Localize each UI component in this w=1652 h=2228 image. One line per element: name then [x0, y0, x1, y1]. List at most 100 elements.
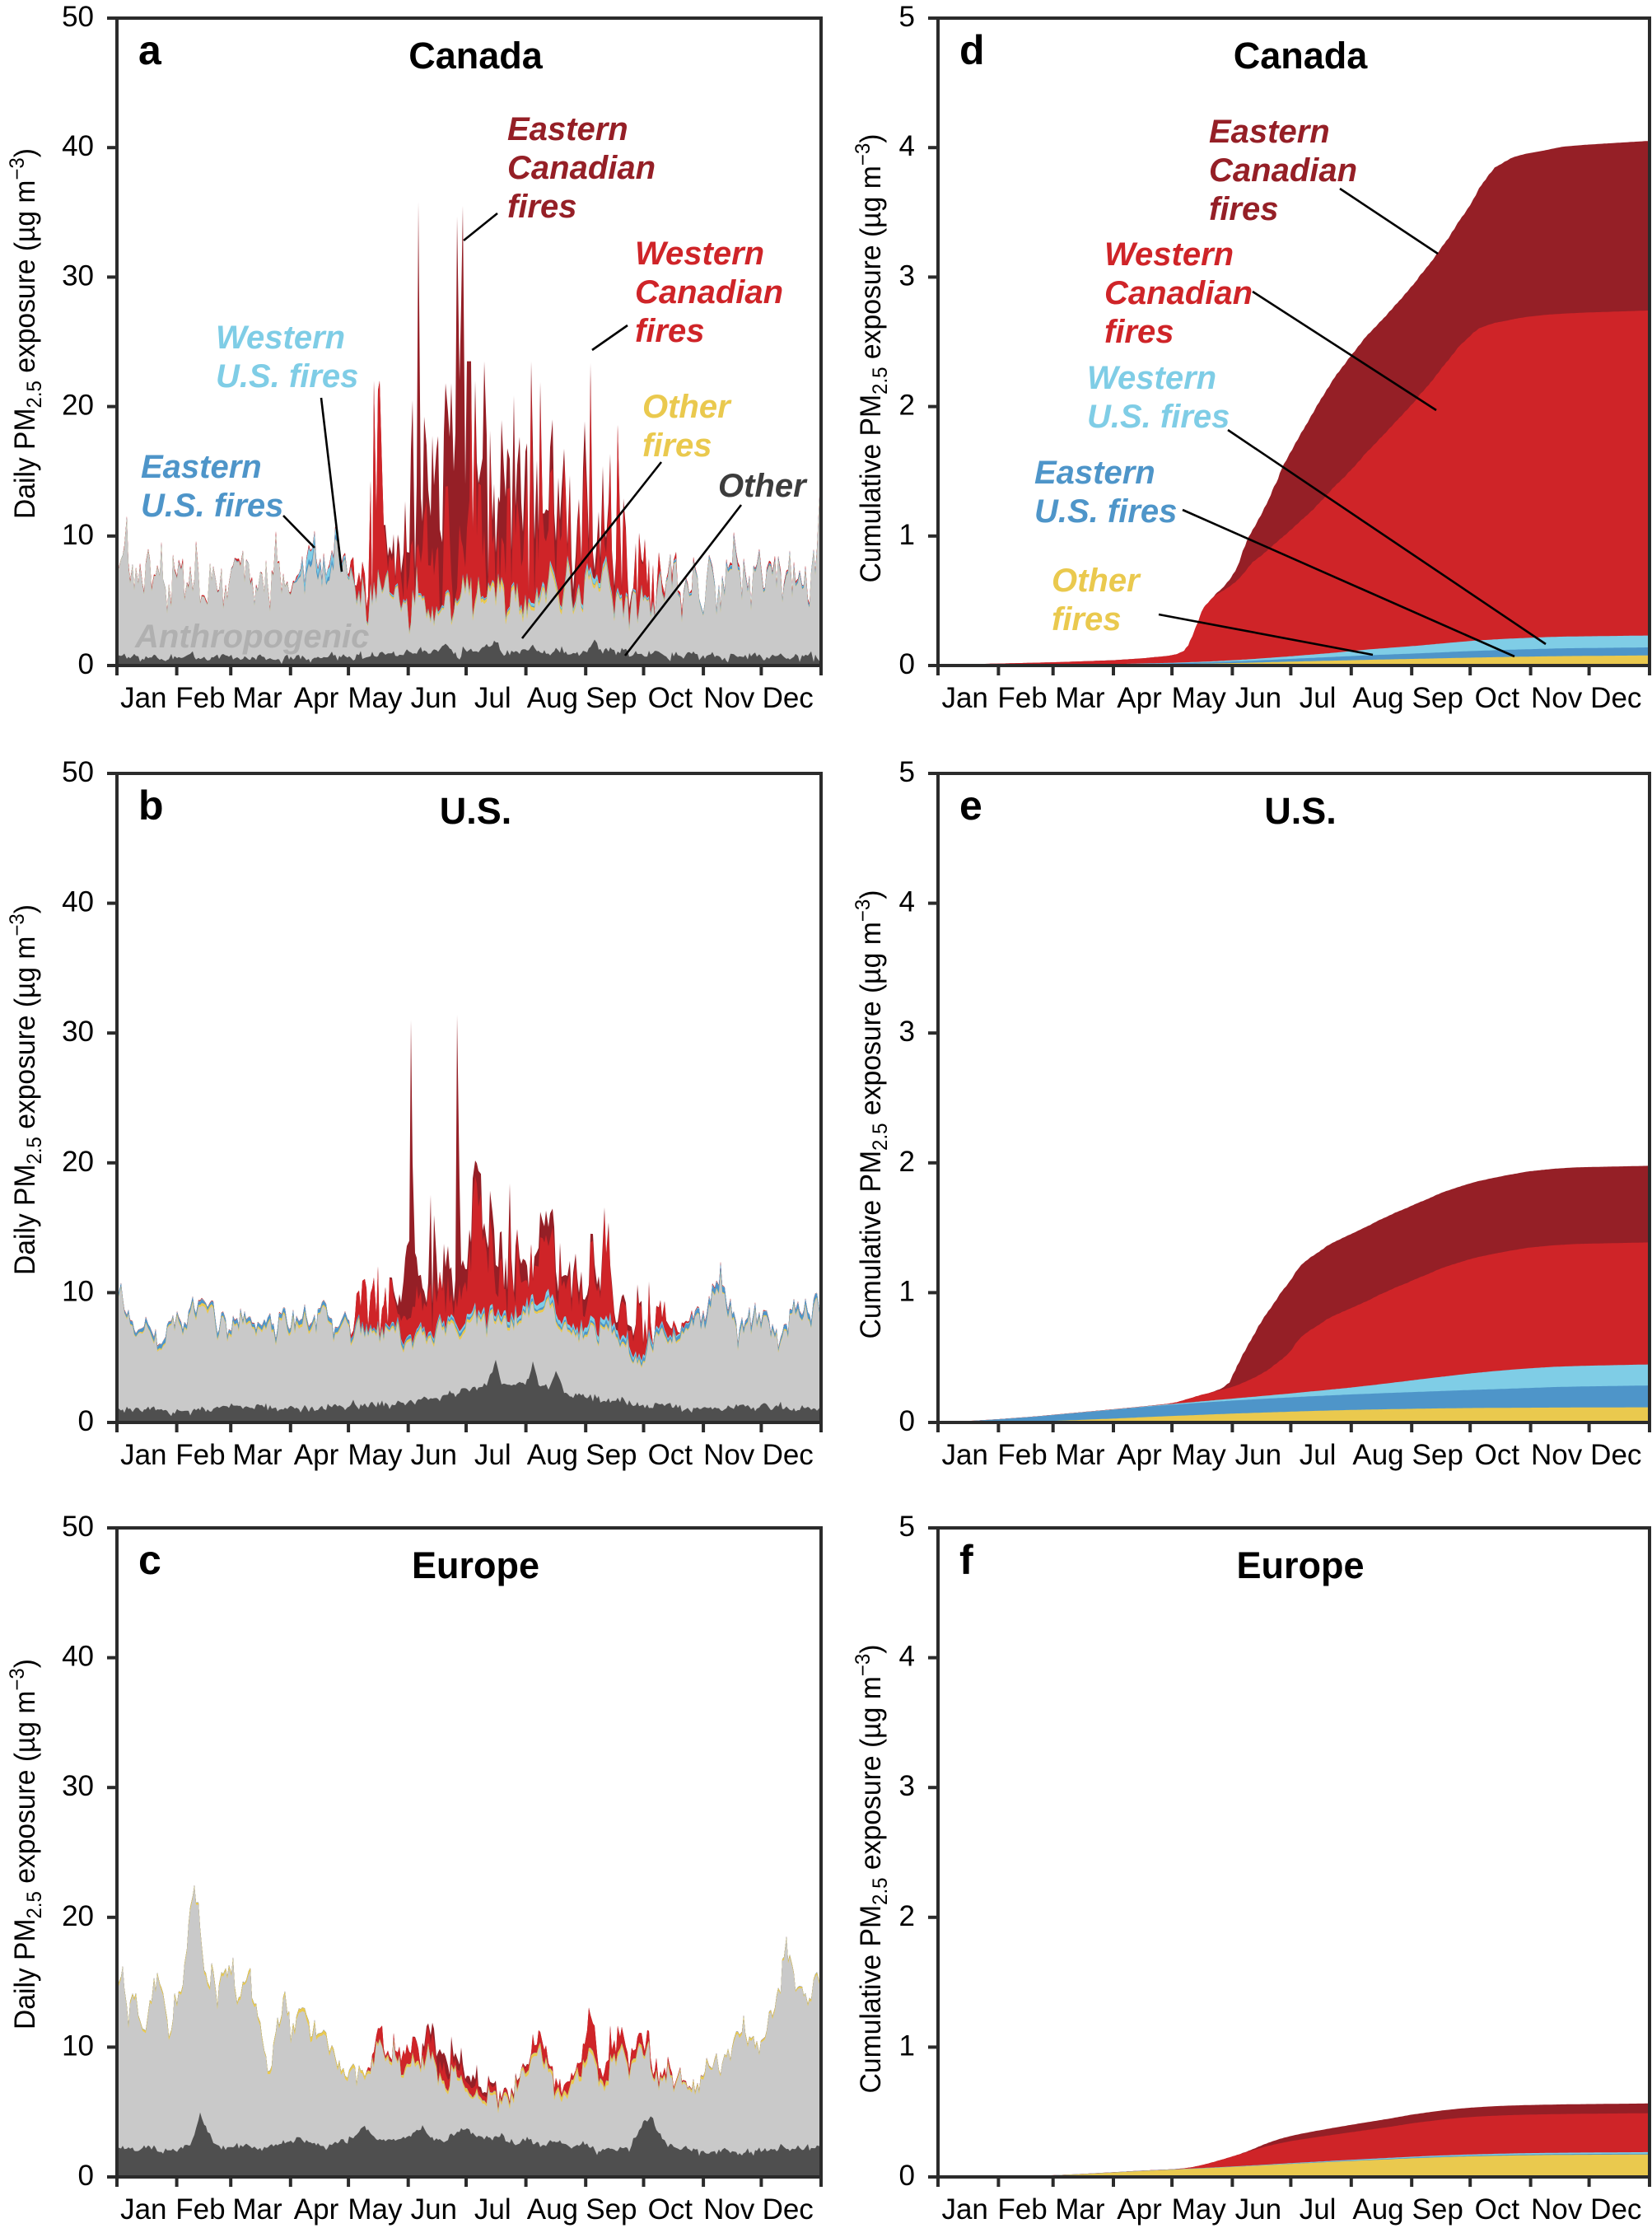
svg-text:Sep: Sep [1412, 1439, 1463, 1471]
svg-text:50: 50 [62, 1511, 94, 1543]
svg-text:20: 20 [62, 1146, 94, 1178]
svg-text:Dec: Dec [1590, 2193, 1641, 2226]
svg-text:b: b [138, 782, 164, 829]
svg-text:Other: Other [1052, 563, 1141, 599]
svg-text:Canadian: Canadian [1209, 152, 1357, 189]
svg-text:50: 50 [62, 1, 94, 33]
svg-text:30: 30 [62, 1770, 94, 1802]
svg-text:Eastern: Eastern [141, 449, 262, 485]
svg-text:Feb: Feb [997, 1439, 1047, 1471]
svg-text:Mar: Mar [232, 1439, 282, 1471]
svg-text:f: f [959, 1537, 973, 1583]
svg-text:Sep: Sep [586, 1439, 637, 1471]
svg-text:Oct: Oct [1475, 2193, 1520, 2226]
svg-text:May: May [348, 2193, 403, 2226]
svg-text:Jul: Jul [1300, 1439, 1337, 1471]
svg-text:Sep: Sep [1412, 682, 1463, 714]
svg-text:May: May [1172, 1439, 1227, 1471]
svg-text:May: May [348, 682, 403, 714]
svg-text:Jun: Jun [1235, 2193, 1281, 2226]
svg-text:May: May [1172, 682, 1227, 714]
svg-text:Eastern: Eastern [1209, 114, 1330, 150]
svg-text:Canada: Canada [1234, 35, 1369, 77]
svg-text:0: 0 [899, 648, 915, 680]
svg-text:0: 0 [78, 2160, 94, 2192]
svg-text:Apr: Apr [294, 1439, 339, 1471]
svg-text:Aug: Aug [527, 682, 578, 714]
svg-text:May: May [1172, 2193, 1227, 2226]
svg-text:Jan: Jan [941, 1439, 987, 1471]
svg-text:Apr: Apr [1117, 682, 1162, 714]
svg-text:Cumulative PM2.5 exposure (µg: Cumulative PM2.5 exposure (µg m−3) [852, 134, 892, 583]
svg-text:Nov: Nov [703, 1439, 755, 1471]
svg-text:Apr: Apr [1117, 1439, 1162, 1471]
svg-text:0: 0 [78, 1405, 94, 1437]
svg-text:Other: Other [718, 468, 808, 504]
svg-text:5: 5 [899, 1511, 915, 1543]
svg-text:2: 2 [899, 390, 915, 422]
svg-text:0: 0 [78, 648, 94, 680]
svg-text:40: 40 [62, 886, 94, 918]
svg-text:Dec: Dec [1590, 682, 1641, 714]
svg-text:U.S. fires: U.S. fires [141, 488, 283, 524]
svg-text:Feb: Feb [175, 2193, 225, 2226]
svg-text:Cumulative PM2.5 exposure (µg: Cumulative PM2.5 exposure (µg m−3) [852, 890, 892, 1339]
svg-text:U.S.: U.S. [440, 790, 512, 832]
svg-text:Eastern: Eastern [1034, 455, 1155, 491]
svg-text:0: 0 [899, 1405, 915, 1437]
svg-text:Europe: Europe [1236, 1544, 1364, 1586]
svg-text:5: 5 [899, 1, 915, 33]
svg-text:Other: Other [642, 389, 732, 425]
svg-text:Aug: Aug [1352, 2193, 1403, 2226]
svg-text:Apr: Apr [294, 2193, 339, 2226]
svg-text:May: May [348, 1439, 403, 1471]
svg-text:Jul: Jul [474, 682, 511, 714]
svg-text:Jan: Jan [120, 1439, 166, 1471]
svg-text:Dec: Dec [763, 2193, 814, 2226]
svg-text:a: a [138, 27, 162, 73]
svg-text:U.S. fires: U.S. fires [216, 358, 358, 395]
svg-text:fires: fires [635, 313, 705, 349]
svg-text:Aug: Aug [1352, 682, 1403, 714]
svg-text:Jan: Jan [941, 682, 987, 714]
svg-text:Western: Western [1104, 236, 1234, 273]
svg-text:Canadian: Canadian [635, 274, 783, 311]
svg-text:Jun: Jun [411, 2193, 457, 2226]
svg-text:5: 5 [899, 756, 915, 788]
svg-text:40: 40 [62, 130, 94, 162]
svg-text:Eastern: Eastern [507, 111, 628, 147]
svg-text:50: 50 [62, 756, 94, 788]
svg-text:2: 2 [899, 1900, 915, 1932]
svg-text:Jul: Jul [474, 1439, 511, 1471]
svg-text:Feb: Feb [997, 682, 1047, 714]
svg-text:Jan: Jan [941, 2193, 987, 2226]
svg-text:Sep: Sep [586, 2193, 637, 2226]
svg-text:3: 3 [899, 1016, 915, 1048]
svg-text:Dec: Dec [1590, 1439, 1641, 1471]
svg-text:fires: fires [642, 427, 712, 464]
svg-text:Feb: Feb [997, 2193, 1047, 2226]
svg-text:Nov: Nov [703, 2193, 755, 2226]
svg-text:fires: fires [507, 189, 577, 225]
svg-text:Jan: Jan [120, 682, 166, 714]
svg-text:Jul: Jul [1300, 682, 1337, 714]
svg-text:30: 30 [62, 259, 94, 292]
svg-text:1: 1 [899, 519, 915, 551]
svg-text:40: 40 [62, 1641, 94, 1673]
svg-text:Jun: Jun [1235, 682, 1281, 714]
svg-text:10: 10 [62, 519, 94, 551]
svg-text:Aug: Aug [1352, 1439, 1403, 1471]
svg-text:Jun: Jun [411, 1439, 457, 1471]
svg-text:Oct: Oct [648, 2193, 693, 2226]
svg-text:Mar: Mar [232, 682, 282, 714]
svg-text:Jan: Jan [120, 2193, 166, 2226]
svg-text:Western: Western [1087, 360, 1216, 396]
svg-text:10: 10 [62, 2029, 94, 2062]
svg-text:fires: fires [1052, 601, 1122, 638]
svg-text:d: d [959, 27, 985, 73]
svg-text:U.S. fires: U.S. fires [1034, 493, 1177, 530]
svg-text:Mar: Mar [232, 2193, 282, 2226]
svg-text:4: 4 [899, 130, 915, 162]
svg-text:Western: Western [216, 320, 345, 356]
svg-text:Feb: Feb [175, 682, 225, 714]
